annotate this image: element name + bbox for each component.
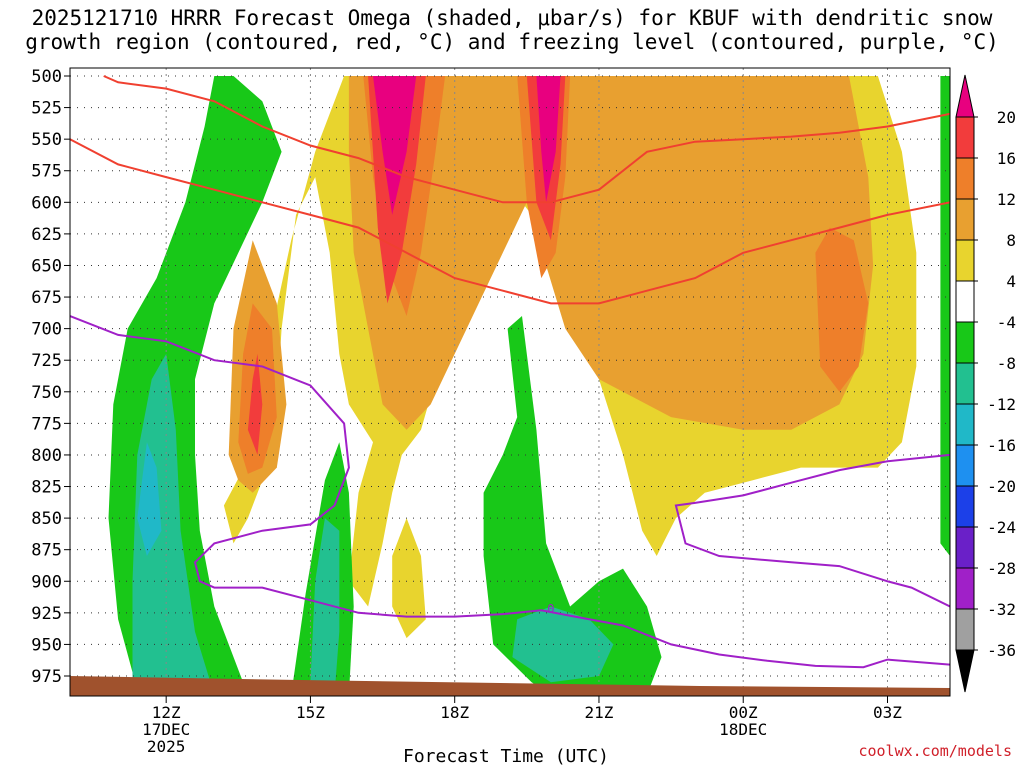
colorbar-block-8 [955,403,975,446]
y-tick-label-800: 800 [31,446,62,466]
y-tick-label-625: 625 [31,225,62,245]
omega-region-18 [310,518,340,686]
dendritic-contour-1 [103,75,950,204]
y-tick-label-600: 600 [31,193,62,213]
colorbar-label-3: 8 [1006,231,1016,250]
colorbar-label-10: -24 [987,518,1016,537]
colorbar-label-6: -8 [997,354,1016,373]
x-tick-label-18-0: 18Z [440,703,469,722]
y-tick-label-575: 575 [31,162,62,182]
contours: 0 [70,75,950,669]
y-tick-label-825: 825 [31,478,62,498]
colorbar-block-2 [955,157,975,200]
colorbar-label-5: -4 [997,313,1016,332]
y-tick-label-975: 975 [31,667,62,687]
x-axis-label: Forecast Time (UTC) [403,746,609,767]
omega-region-20 [137,442,162,556]
credit-text: coolwx.com/models [858,742,1012,760]
omega-region-11 [373,76,417,215]
dendritic-contour-0 [70,138,950,305]
y-tick-label-675: 675 [31,288,62,308]
freezing-level-contour-1 [674,453,950,608]
colorbar-block-13 [955,608,975,651]
y-tick-label-950: 950 [31,635,62,655]
x-tick-label-24-0: 00Z [729,703,758,722]
x-tick-label-21-0: 21Z [585,703,614,722]
omega-region-10 [247,353,263,455]
colorbar-block-11 [955,526,975,569]
omega-shading [108,76,950,686]
omega-region-7 [815,227,869,392]
y-tick-label-725: 725 [31,351,62,371]
omega-region-1 [392,518,426,639]
y-tick-label-550: 550 [31,130,62,150]
colorbar-block-4 [955,239,975,282]
x-tick-label-12-0: 12Z [152,703,181,722]
colorbar-bottom-arrow [955,649,975,693]
omega-region-12 [536,76,561,203]
chart-title-line-1: 2025121710 HRRR Forecast Omega (shaded, … [31,6,993,30]
y-tick-label-775: 775 [31,414,62,434]
y-tick-label-850: 850 [31,509,62,529]
omega-region-19 [512,606,614,683]
x-tick-label-27-0: 03Z [873,703,902,722]
y-tick-label-750: 750 [31,383,62,403]
colorbar-label-2: 12 [997,190,1016,209]
colorbar-block-1 [955,116,975,159]
plot-frame [69,67,951,697]
y-tick-label-875: 875 [31,541,62,561]
x-tick-label-24-1: 18DEC [719,720,767,739]
terrain-ground [70,676,950,696]
y-tick-label-700: 700 [31,320,62,340]
colorbar-label-12: -32 [987,600,1016,619]
omega-region-15 [483,316,662,686]
colorbar-block-7 [955,362,975,405]
colorbar-label-13: -36 [987,641,1016,660]
y-tick-label-900: 900 [31,572,62,592]
colorbar-block-6 [955,321,975,364]
omega-region-17 [132,353,212,686]
grid-lines [70,68,950,696]
colorbar-block-9 [955,444,975,487]
chart-title: 2025121710 HRRR Forecast Omega (shaded, … [0,6,1024,54]
colorbar-label-7: -12 [987,395,1016,414]
omega-region-2 [348,76,874,430]
colorbar-label-4: 4 [1006,272,1016,291]
colorbar-label-9: -20 [987,477,1016,496]
colorbar-label-8: -16 [987,436,1016,455]
chart-title-line-2: growth region (contoured, red, °C) and f… [25,30,999,54]
colorbar-label-1: 16 [997,149,1016,168]
colorbar-label-0: 20 [997,108,1016,127]
y-axis: 500 525 550 575 600 625 650 675 700 725 750 775 800 8… [31,67,70,687]
y-tick-label-925: 925 [31,604,62,624]
x-tick-label-12-1: 17DEC [142,720,190,739]
y-tick-label-525: 525 [31,99,62,119]
colorbar-label-11: -28 [987,559,1016,578]
colorbar-block-3 [955,198,975,241]
freezing-level-contour-0 [70,315,950,669]
x-tick-label-12-2: 2025 [147,737,186,756]
colorbar-top-arrow [955,74,975,118]
colorbar-block-10 [955,485,975,528]
y-tick-label-650: 650 [31,256,62,276]
colorbar-block-12 [955,567,975,610]
omega-region-16 [940,76,950,556]
y-tick-label-500: 500 [31,67,62,87]
colorbar-block-5 [955,280,975,323]
colorbar: 20 16 12 8 4 -4 -8 -12 -16 -20 -24 -28 -32 -36 [955,74,1016,693]
x-tick-label-15-0: 15Z [296,703,325,722]
contour-label-0: 0 [547,602,554,616]
